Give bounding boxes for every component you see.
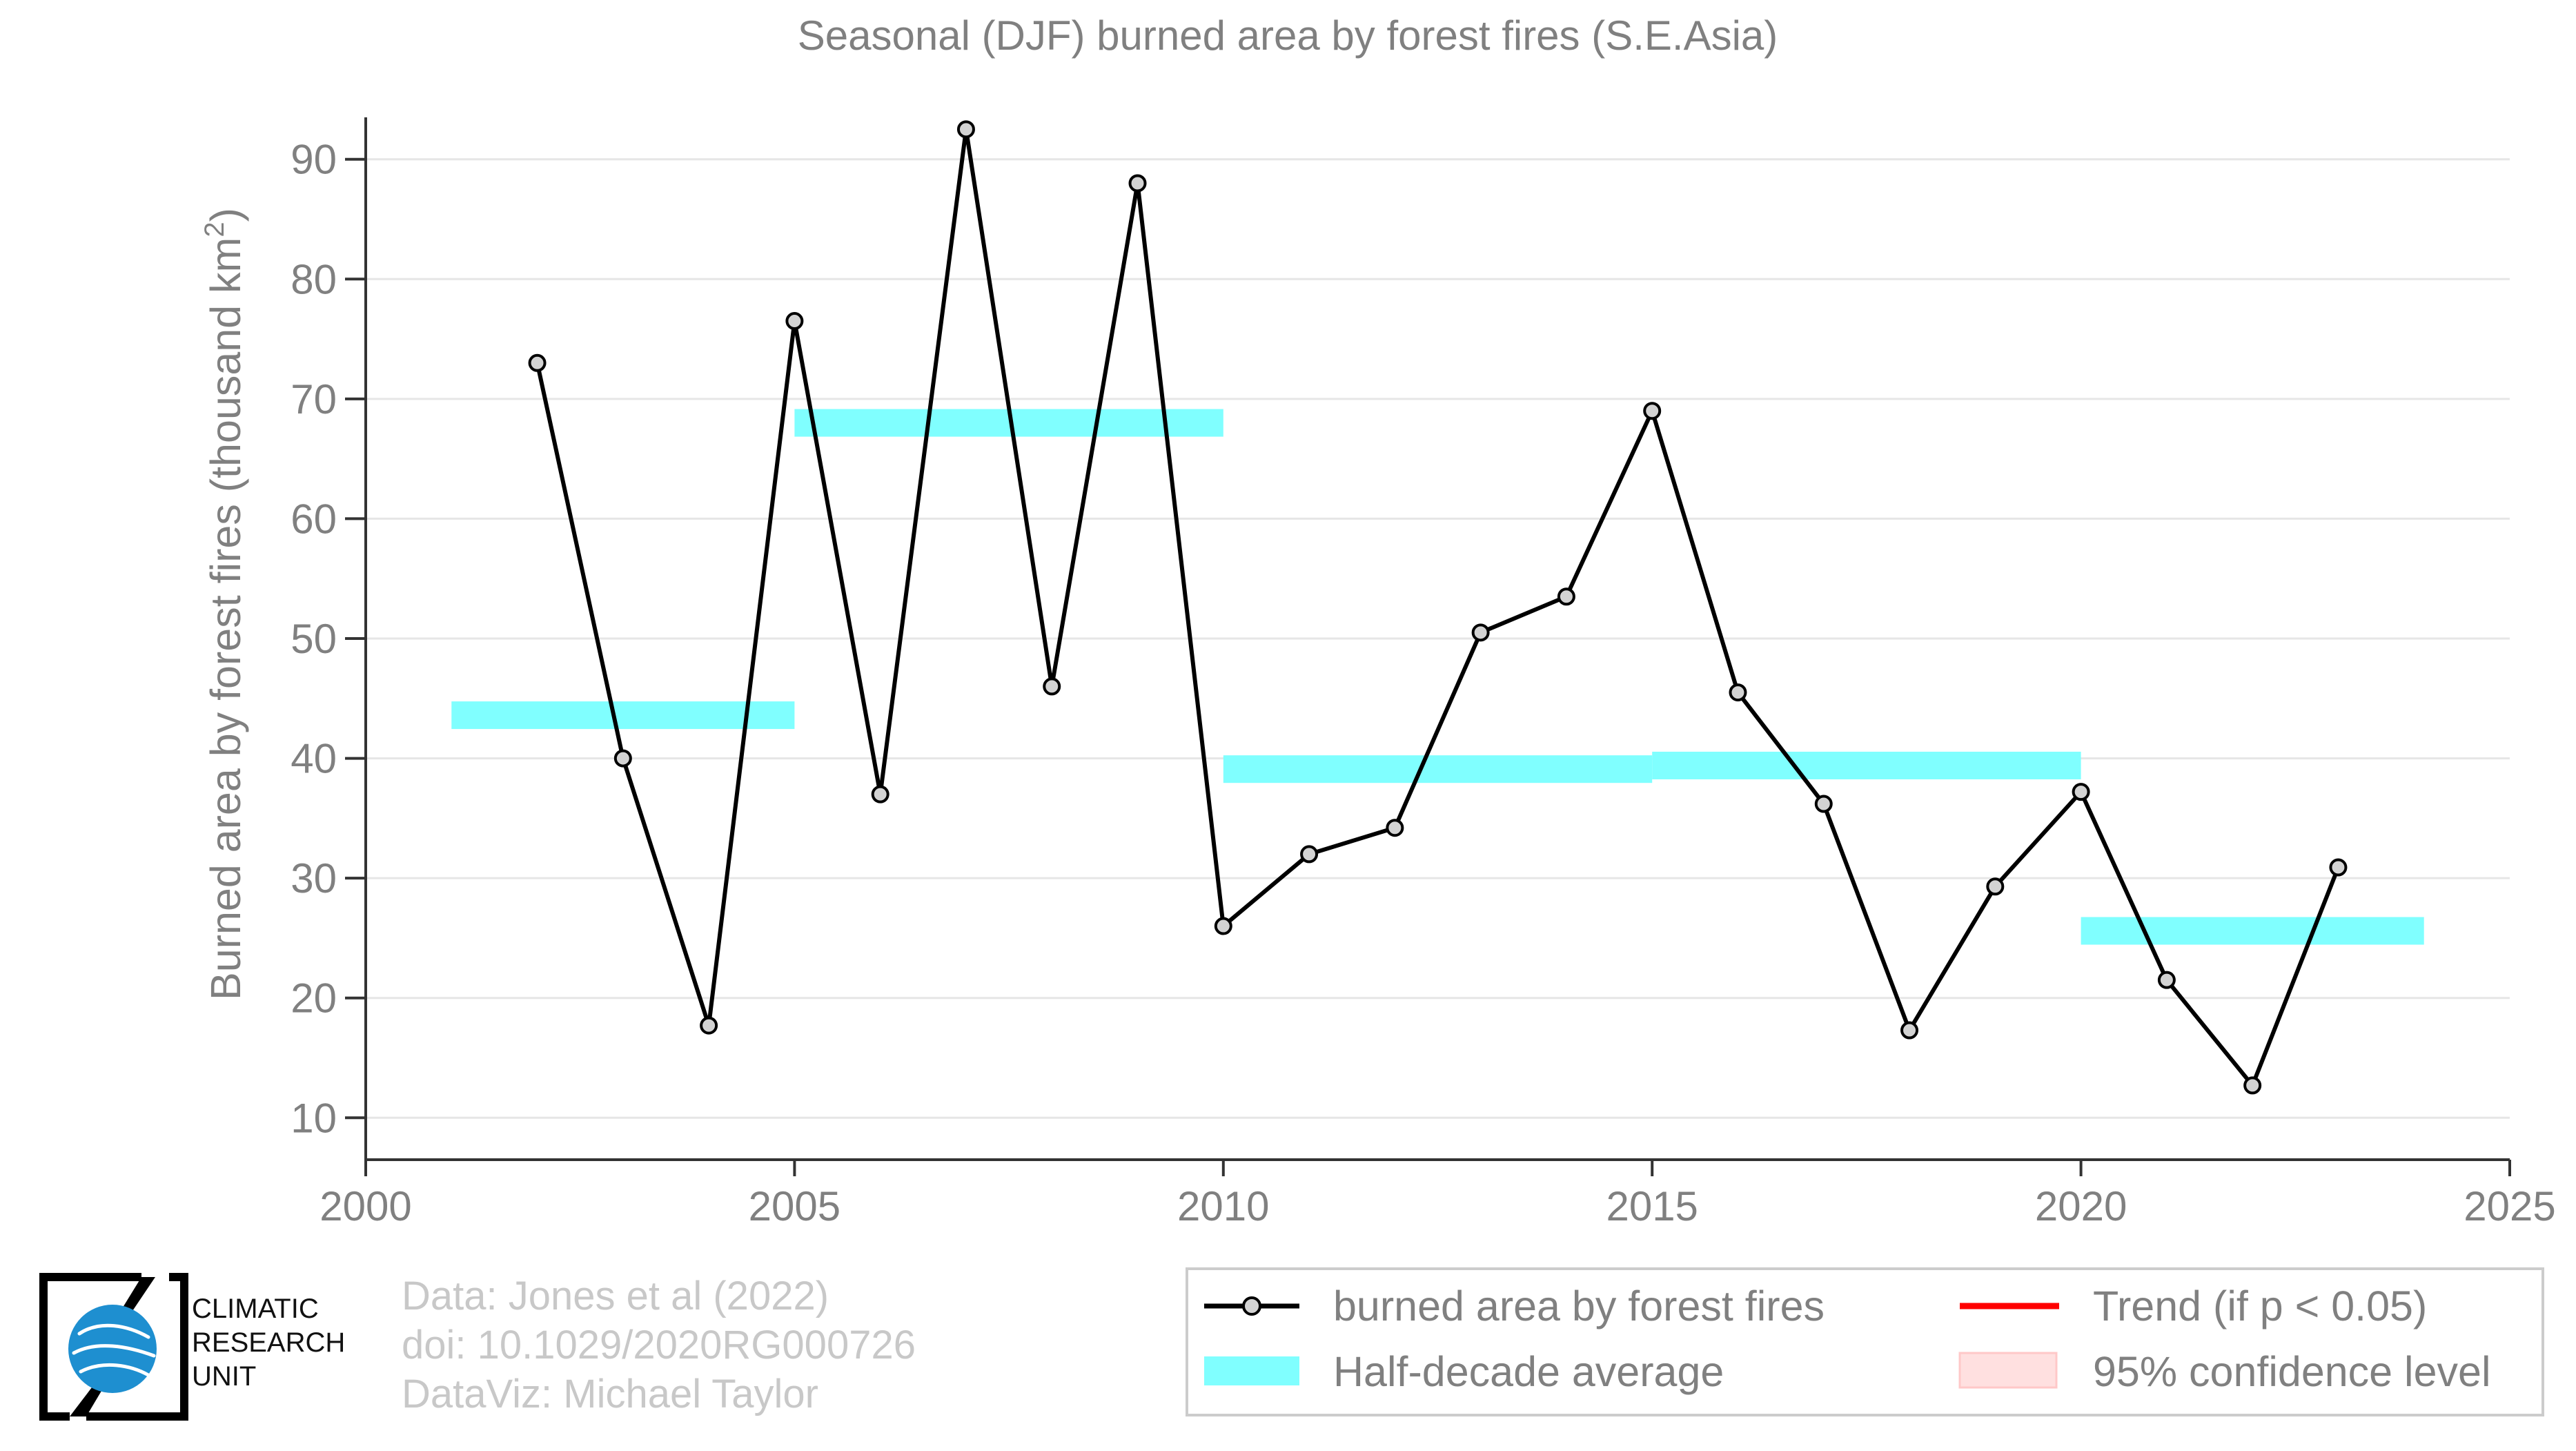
data-point-2006: [871, 785, 889, 804]
data-point-2014: [1557, 587, 1575, 606]
data-point-2021: [2157, 971, 2176, 989]
y-tick-label-10: 10: [291, 1095, 337, 1141]
credit-doi: doi: 10.1029/2020RG000726: [402, 1323, 916, 1367]
legend: burned area by forest fires Trend (if p …: [1186, 1267, 2544, 1416]
credits: Data: Jones et al (2022) doi: 10.1029/20…: [402, 1272, 916, 1419]
x-tick-labels: 2000 2005 2010 2015 2020 2025: [319, 1183, 2555, 1229]
data-point-2008: [1043, 677, 1061, 696]
data-point-2019: [1986, 877, 2005, 896]
legend-band-confidence: [1958, 1352, 2058, 1389]
half-decade-average-bar-3: [1652, 751, 2081, 779]
legend-label-half-decade: Half-decade average: [1333, 1348, 1724, 1395]
half-decade-averages: [451, 409, 2424, 945]
data-point-2003: [613, 749, 632, 768]
data-point-2002: [528, 353, 547, 372]
series-line-burned-area: [535, 127, 2341, 1088]
data-point-2004: [700, 1016, 718, 1035]
y-tick-labels: 10 20 30 40 50 60 70 80 90: [291, 137, 337, 1142]
legend-band-half-decade: [1204, 1356, 1299, 1385]
x-tick-label-2000: 2000: [319, 1183, 411, 1229]
cru-logo: [39, 1273, 188, 1421]
data-point-2007: [956, 120, 975, 139]
data-point-2012: [1386, 819, 1404, 837]
data-point-2023: [2329, 858, 2348, 877]
legend-label-confidence: 95% confidence level: [2093, 1348, 2491, 1395]
data-point-2005: [785, 312, 804, 331]
data-point-2022: [2243, 1076, 2262, 1095]
half-decade-average-bar-2: [1223, 755, 1653, 783]
legend-marker-burned-area: [1242, 1296, 1261, 1316]
data-series: [528, 120, 2348, 1095]
y-axis-label: Burned area by forest fires (thousand km…: [199, 208, 249, 1000]
x-tick-label-2005: 2005: [749, 1183, 840, 1229]
y-axis-label-end: ): [202, 208, 249, 222]
x-tick-label-2010: 2010: [1177, 1183, 1269, 1229]
y-tick-label-90: 90: [291, 137, 337, 183]
half-decade-average-bar-4: [2081, 917, 2424, 945]
y-tick-label-60: 60: [291, 496, 337, 542]
data-point-2020: [2072, 783, 2090, 801]
logo-bracket-left-icon: [39, 1273, 141, 1421]
axes: [345, 117, 2511, 1176]
x-tick-label-2020: 2020: [2035, 1183, 2127, 1229]
data-point-2015: [1643, 402, 1662, 420]
x-tick-label-2025: 2025: [2464, 1183, 2555, 1229]
data-point-2013: [1471, 623, 1490, 642]
legend-label-trend: Trend (if p < 0.05): [2093, 1283, 2427, 1330]
half-decade-average-bar-0: [451, 701, 795, 730]
logo-text-line3: UNIT: [192, 1361, 257, 1392]
cru-logo-text: CLIMATIC RESEARCH UNIT: [192, 1292, 345, 1394]
gridlines: [366, 158, 2510, 1119]
chart-title: Seasonal (DJF) burned area by forest fir…: [798, 12, 1778, 59]
data-point-2018: [1900, 1021, 1919, 1040]
y-tick-label-50: 50: [291, 616, 337, 662]
legend-label-burned-area: burned area by forest fires: [1333, 1283, 1825, 1330]
logo-text-line1: CLIMATIC: [192, 1294, 319, 1324]
data-point-2011: [1300, 845, 1319, 864]
data-point-2016: [1729, 683, 1747, 702]
credit-data-source: Data: Jones et al (2022): [402, 1274, 829, 1318]
data-point-2010: [1214, 917, 1232, 935]
y-axis-label-main: Burned area by forest fires (thousand km: [202, 237, 249, 1000]
logo-globe-swirl-icon: [72, 1323, 156, 1377]
legend-box: [1186, 1267, 2544, 1416]
y-tick-label-20: 20: [291, 975, 337, 1022]
y-tick-label-80: 80: [291, 256, 337, 302]
logo-slash-bottom-icon: [70, 1387, 104, 1416]
data-point-2009: [1128, 174, 1147, 193]
logo-slash-top-icon: [119, 1277, 155, 1313]
data-point-2017: [1814, 795, 1833, 813]
y-tick-label-40: 40: [291, 736, 337, 782]
logo-text-line2: RESEARCH: [192, 1327, 346, 1358]
logo-bracket-right-icon: [86, 1273, 188, 1421]
credit-dataviz: DataViz: Michael Taylor: [402, 1372, 818, 1416]
y-tick-label-70: 70: [291, 376, 337, 422]
y-axis-label-superscript: 2: [199, 222, 230, 237]
x-tick-label-2015: 2015: [1606, 1183, 1698, 1229]
y-tick-label-30: 30: [291, 855, 337, 902]
